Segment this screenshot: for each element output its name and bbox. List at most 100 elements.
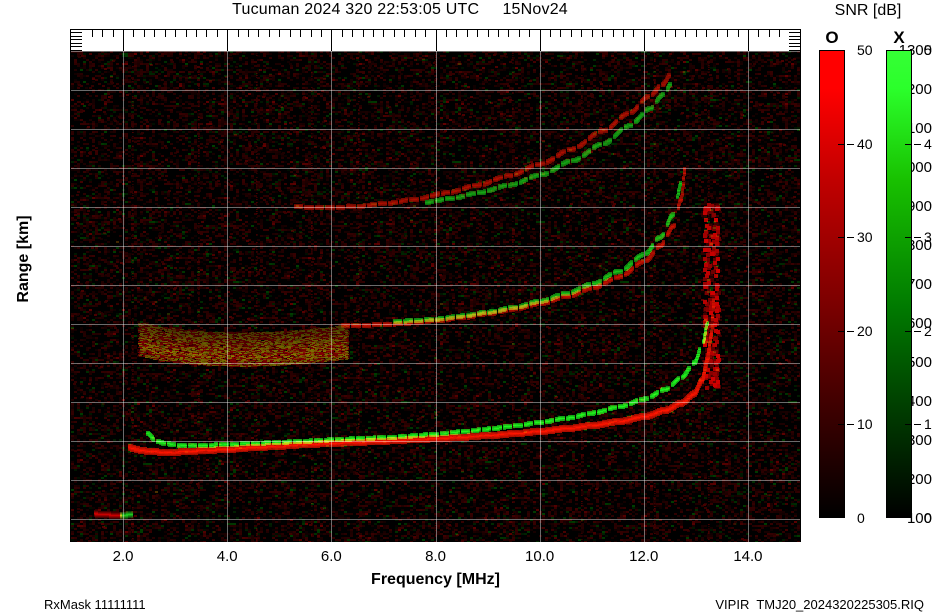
colorbar-o-mode[interactable] [819, 50, 845, 518]
colorbar-x-mode[interactable] [886, 50, 912, 518]
y-axis-tick-600: 600 [906, 314, 932, 332]
colorbar-tick-50: 50 [924, 42, 932, 58]
top-axis-minor-tick [311, 30, 312, 37]
top-axis-minor-tick [633, 30, 634, 37]
corner-tick [789, 35, 800, 37]
top-axis-minor-tick [404, 30, 405, 37]
colorbar-tick-mark [838, 237, 845, 238]
colorbar-tick-mark [914, 144, 921, 145]
colorbar-tick-mark [847, 331, 854, 332]
corner-tick [789, 32, 800, 33]
top-axis-major-tick [436, 30, 437, 51]
colorbar-tick-30: 30 [924, 229, 932, 246]
top-axis-minor-tick [581, 30, 582, 37]
x-axis-tick-8.0: 8.0 [425, 548, 446, 565]
top-axis-minor-tick [321, 30, 322, 37]
top-axis-minor-tick [186, 30, 187, 37]
top-axis-minor-tick [706, 30, 707, 37]
top-axis-minor-tick [165, 30, 166, 37]
top-axis-minor-tick [665, 30, 666, 37]
vipir-file-label: VIPIR TMJ20_2024320225305.RIQ [715, 597, 924, 612]
top-axis-minor-tick [175, 30, 176, 37]
x-axis-tick-6.0: 6.0 [320, 548, 342, 565]
top-axis-minor-tick [269, 30, 270, 37]
colorbar-tick-10: 10 [924, 416, 932, 433]
top-axis-minor-tick [415, 30, 416, 37]
top-axis-minor-tick [696, 30, 697, 37]
page-title: Tucuman 2024 320 22:53:05 UTC 15Nov24 [232, 1, 568, 18]
top-axis-minor-tick [675, 30, 676, 37]
top-axis-minor-tick [352, 30, 353, 37]
colorbar-tick-0: 0 [857, 510, 865, 526]
y-axis-tick-900: 900 [906, 197, 932, 215]
colorbar-tick-mark [905, 144, 912, 145]
top-axis-minor-tick [206, 30, 207, 37]
top-axis-minor-tick [727, 30, 728, 37]
ionogram-plot[interactable] [70, 29, 801, 542]
y-axis-tick-400: 400 [906, 392, 932, 410]
ionogram-canvas[interactable] [71, 51, 800, 542]
colorbar-tick-mark [914, 237, 921, 238]
y-axis-tick-200: 200 [906, 470, 932, 488]
top-axis-minor-tick [592, 30, 593, 37]
colorbar-tick-mark [847, 424, 854, 425]
corner-tick [71, 50, 82, 51]
colorbar-tick-mark [838, 424, 845, 425]
x-axis-tick-12.0: 12.0 [629, 548, 659, 565]
colorbar-tick-mark [905, 424, 912, 425]
top-axis-minor-tick [613, 30, 614, 37]
rxmask-label: RxMask 11111111 [44, 597, 146, 612]
top-axis-minor-tick [519, 30, 520, 37]
corner-tick [71, 46, 82, 48]
top-axis-minor-tick [217, 30, 218, 37]
top-axis-minor-tick [154, 30, 155, 37]
top-axis-minor-tick [477, 30, 478, 37]
corner-tick [789, 42, 800, 44]
top-axis-minor-tick [113, 30, 114, 37]
x-axis-tick-2.0: 2.0 [112, 548, 134, 565]
colorbar-tick-10: 10 [857, 416, 873, 433]
top-axis-minor-tick [456, 30, 457, 37]
ionogram-data-area[interactable] [71, 51, 800, 542]
top-axis-major-tick [540, 30, 541, 51]
top-axis-minor-tick [717, 30, 718, 37]
top-axis-minor-tick [133, 30, 134, 37]
top-axis-minor-tick [238, 30, 239, 37]
top-axis-minor-tick [373, 30, 374, 37]
colorbar-x-mode-label: X [893, 28, 905, 47]
y-axis-label: Range [km] [15, 215, 32, 303]
y-axis-tick-300: 300 [906, 431, 932, 449]
colorbar-tick-mark [914, 424, 921, 425]
top-axis-minor-tick [758, 30, 759, 37]
top-axis-minor-tick [602, 30, 603, 37]
y-axis-tick-800: 800 [906, 236, 932, 254]
top-axis-major-tick [331, 30, 332, 51]
y-axis-tick-100: 100 [906, 509, 932, 527]
colorbar-tick-40: 40 [857, 135, 873, 152]
top-axis-minor-tick [383, 30, 384, 37]
corner-tick [789, 50, 800, 51]
x-axis-label: Frequency [MHz] [371, 571, 500, 588]
y-axis-tick-500: 500 [906, 353, 932, 371]
colorbar-tick-mark [847, 144, 854, 145]
top-axis-minor-tick [571, 30, 572, 37]
top-axis-minor-tick [488, 30, 489, 37]
colorbar-title: SNR [dB] [834, 2, 902, 19]
top-axis-minor-tick [560, 30, 561, 37]
top-axis-minor-tick [738, 30, 739, 37]
y-axis-tick-700: 700 [906, 275, 932, 293]
top-axis-minor-tick [685, 30, 686, 37]
top-axis-major-tick [227, 30, 228, 51]
colorbar-tick-mark [905, 331, 912, 332]
top-axis-minor-tick [258, 30, 259, 37]
colorbar-tick-20: 20 [924, 322, 932, 339]
colorbar-tick-40: 40 [924, 135, 932, 152]
top-left-tick-ladder [71, 30, 82, 51]
corner-tick [789, 39, 800, 41]
top-axis-major-tick [123, 30, 124, 51]
corner-tick [71, 35, 82, 37]
top-axis-minor-tick [290, 30, 291, 37]
top-axis-minor-tick [248, 30, 249, 37]
colorbar-tick-0: 0 [924, 510, 932, 526]
